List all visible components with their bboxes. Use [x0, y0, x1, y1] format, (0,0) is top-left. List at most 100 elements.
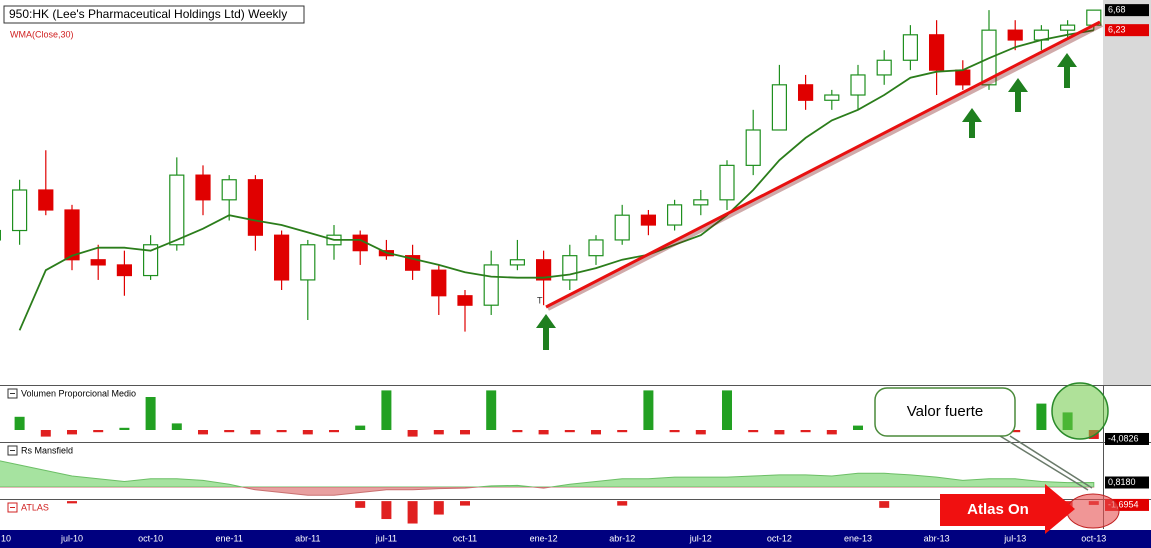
bar — [329, 430, 339, 433]
bar — [119, 427, 130, 430]
bar — [276, 430, 287, 433]
candle-body — [588, 239, 604, 257]
bar — [93, 430, 104, 433]
bar — [486, 390, 497, 430]
candle-body — [1007, 29, 1023, 41]
candle-body — [195, 174, 211, 201]
bar — [433, 501, 444, 515]
candle-body — [12, 189, 28, 232]
x-tick-label: jul-10 — [60, 533, 83, 543]
trendline-shadow — [547, 23, 1103, 311]
candle-body — [640, 214, 657, 226]
bar — [564, 430, 575, 433]
bar — [643, 390, 654, 430]
bar — [695, 430, 706, 435]
candle-body — [876, 59, 892, 76]
candle-body — [666, 204, 683, 226]
x-tick-label: oct-12 — [767, 533, 792, 543]
candle-body — [431, 269, 447, 297]
candle-body — [116, 264, 133, 277]
bar — [460, 501, 470, 506]
x-tick-label: abr-13 — [924, 533, 950, 543]
title-box — [3, 5, 305, 24]
bar — [722, 390, 732, 430]
bar — [40, 430, 51, 437]
bar — [433, 430, 444, 435]
x-tick-label: ene-11 — [216, 533, 243, 543]
bar — [826, 430, 837, 435]
candle-body — [169, 174, 185, 246]
bar — [853, 425, 863, 430]
bar — [460, 430, 470, 435]
candle-body — [457, 295, 473, 306]
candle-body — [509, 259, 525, 266]
bar — [67, 430, 77, 435]
candle-body — [143, 244, 159, 277]
highlight-circle — [1051, 382, 1109, 440]
candle-body — [221, 179, 237, 201]
candle-body — [1059, 24, 1076, 31]
candle-body — [614, 214, 630, 241]
candles — [0, 9, 1102, 332]
value-tag-label: 6,68 — [1108, 5, 1126, 15]
value-tag-label: -4,0826 — [1108, 433, 1139, 443]
value-tag — [1105, 24, 1149, 37]
x-tick-label: oct-11 — [453, 533, 477, 543]
bar — [774, 430, 785, 435]
candle-body — [850, 74, 866, 96]
x-tick-label: 10 — [1, 533, 11, 543]
panel-title: ATLAS — [21, 502, 49, 512]
candle-body — [64, 209, 80, 261]
indicator-label: WMA(Close,30) — [10, 29, 74, 39]
area-positive — [0, 460, 1095, 487]
bar — [407, 430, 418, 437]
marker-label: T — [537, 296, 543, 306]
bar — [381, 501, 392, 520]
x-tick-label: abr-12 — [609, 533, 635, 543]
callout-pointer — [1009, 435, 1093, 489]
x-tick-label: oct-13 — [1081, 533, 1106, 543]
bar — [355, 501, 366, 508]
candle-body — [902, 34, 919, 61]
x-tick-label: abr-11 — [295, 533, 320, 543]
value-tag-label: 6,23 — [1108, 25, 1126, 35]
highlight-ellipse — [1066, 493, 1120, 529]
candle-body — [274, 234, 290, 281]
candle-body — [771, 84, 788, 131]
bar — [617, 501, 628, 506]
bar — [67, 501, 77, 504]
bar — [538, 430, 549, 435]
candle-body — [247, 179, 263, 236]
candle-body — [90, 259, 106, 266]
value-tag — [1105, 476, 1149, 489]
bar — [250, 430, 261, 435]
candle-body — [928, 34, 945, 71]
x-tick-label: jul-12 — [689, 533, 712, 543]
callout-text: Valor fuerte — [907, 403, 983, 420]
callout-box — [874, 387, 1016, 437]
x-axis-bar — [0, 530, 1151, 548]
wma-line — [18, 29, 1094, 331]
candle-body — [300, 244, 316, 281]
candle-body — [745, 129, 761, 166]
trendline — [545, 20, 1101, 309]
support-arrows — [536, 53, 1077, 350]
candle-body — [483, 264, 499, 306]
area-negative — [0, 487, 1095, 496]
bar — [800, 430, 811, 433]
bar — [879, 501, 890, 508]
value-tag — [1105, 4, 1149, 17]
bar — [1010, 430, 1021, 433]
chart-title: 950:HK (Lee's Pharmaceutical Holdings Lt… — [9, 7, 287, 21]
candle-body — [797, 84, 814, 101]
x-tick-label: ene-12 — [530, 533, 558, 543]
bar — [512, 430, 523, 433]
x-tick-label: jul-13 — [1003, 533, 1026, 543]
candle-body — [562, 255, 578, 281]
bar — [171, 423, 182, 430]
callout-pointer — [999, 435, 1089, 491]
value-tag — [1105, 432, 1149, 445]
bar — [302, 430, 313, 435]
bar — [198, 430, 208, 435]
